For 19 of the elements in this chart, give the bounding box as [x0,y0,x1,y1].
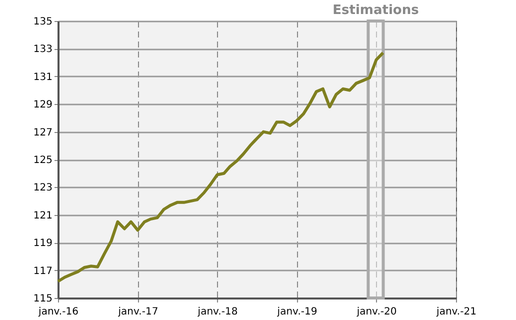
y-tick-label: 131 [33,72,52,83]
x-tick-label: janv.-18 [196,306,238,318]
y-tick-label: 127 [33,127,52,138]
y-tick-label: 115 [33,294,52,304]
y-tick-label: 135 [33,16,52,28]
x-tick-label: janv.-19 [276,306,318,318]
band-label: Estimations [332,3,420,18]
line-series [56,51,385,283]
x-tick-label: janv.-20 [356,306,397,318]
y-tick-label: 125 [33,155,52,166]
x-tick-label: janv.-21 [436,306,476,318]
y-tick-label: 117 [33,266,52,277]
x-tick-label: janv.-17 [117,306,158,318]
y-tick-label: 123 [33,182,52,194]
y-tick-label: 121 [33,210,52,222]
y-tick-label: 129 [33,100,52,111]
x-tick-label: janv.-16 [38,306,78,318]
y-tick-label: 119 [33,238,52,250]
y-tick-label: 133 [33,44,52,56]
